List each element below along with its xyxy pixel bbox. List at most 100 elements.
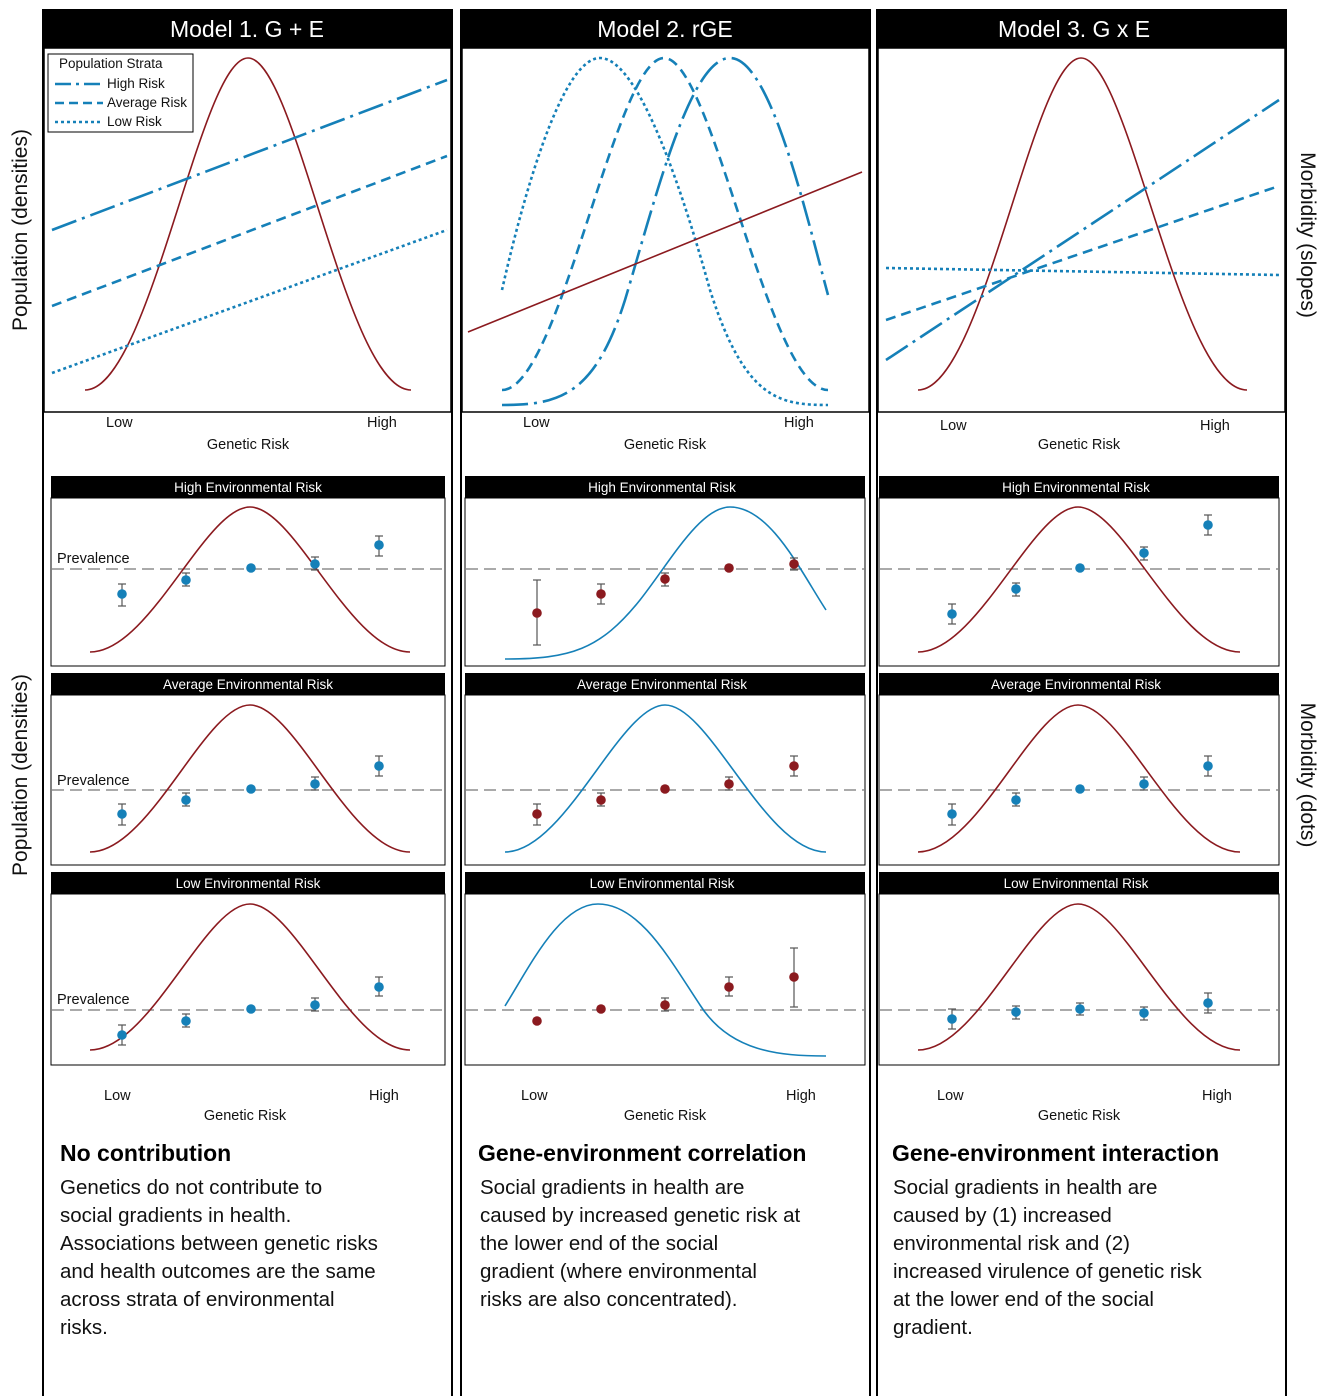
subpanel-header (879, 673, 1279, 695)
subpanel-title: High Environmental Risk (1002, 480, 1150, 495)
morbidity-dots (532, 559, 799, 618)
population-density-curve (504, 506, 827, 660)
low-risk-line (51, 228, 448, 375)
x-high-label: High (369, 1088, 399, 1104)
legend: Population Strata High Risk Average Risk… (47, 53, 194, 133)
column-header (877, 10, 1286, 48)
morbidity-dots (117, 761, 384, 819)
svg-text:risks.: risks. (60, 1316, 108, 1339)
subpanel-title: High Environmental Risk (174, 480, 322, 495)
population-density-curve (504, 704, 827, 853)
model-heading: No contribution (60, 1140, 231, 1166)
x-axis-title: Genetic Risk (624, 437, 707, 453)
svg-text:Associations between genetic r: Associations between genetic risks (60, 1232, 378, 1255)
x-axis-title: Genetic Risk (1038, 1108, 1121, 1124)
model-description: Social gradients in health are caused by… (480, 1176, 801, 1311)
x-high-label: High (1200, 418, 1230, 434)
x-low-label: Low (104, 1088, 131, 1104)
legend-average-label: Average Risk (107, 95, 187, 110)
error-bars (533, 755, 798, 826)
morbidity-slope-line (467, 171, 863, 333)
morbidity-dots (532, 761, 799, 819)
error-bars (533, 557, 798, 646)
population-density-curve (89, 704, 411, 853)
svg-text:increased virulence of genetic: increased virulence of genetic risk (893, 1260, 1203, 1283)
subpanel-title: Average Environmental Risk (577, 677, 747, 692)
error-bars (118, 976, 383, 1046)
subpanel-frame (878, 694, 1280, 866)
model-description: Social gradients in health are caused by… (893, 1176, 1203, 1339)
subpanel-title: Low Environmental Risk (176, 876, 321, 891)
column-model-3: Model 3. G x E Low High Genetic Risk Hig… (876, 9, 1287, 1396)
population-density-curve (84, 57, 412, 391)
left-axis-label-bottom: Population (densities) (9, 674, 32, 876)
x-low-label: Low (521, 1088, 548, 1104)
svg-text:risks are also concentrated).: risks are also concentrated). (480, 1288, 738, 1311)
low-risk-line (885, 266, 1280, 277)
population-density-curve (89, 506, 411, 653)
subpanel-title: High Environmental Risk (588, 480, 736, 495)
legend-low-label: Low Risk (107, 114, 162, 129)
svg-text:at the lower end of the social: at the lower end of the social (893, 1288, 1154, 1311)
high-risk-line (885, 98, 1280, 362)
high-risk-density-curve (501, 56, 830, 407)
average-risk-density-curve (501, 56, 829, 392)
subpanel-frame (464, 893, 866, 1066)
subpanel-header (465, 673, 865, 695)
subpanel-header (879, 476, 1279, 498)
average-risk-line (885, 184, 1280, 322)
model-heading: Gene-environment interaction (892, 1140, 1219, 1166)
population-density-curve (917, 506, 1241, 653)
subpanel-frame (50, 694, 446, 866)
column-title: Model 2. rGE (597, 16, 733, 42)
population-density-curve (504, 903, 827, 1057)
top-plot-frame (43, 47, 452, 413)
column-model-1: Model 1. G + E Population Strata High Ri… (42, 9, 453, 1396)
legend-title: Population Strata (59, 56, 163, 71)
model-heading: Gene-environment correlation (478, 1140, 806, 1166)
x-axis-title: Genetic Risk (1038, 437, 1121, 453)
column-model-2: Model 2. rGE Low High Genetic Risk High … (460, 9, 871, 1396)
prevalence-label: Prevalence (57, 992, 130, 1008)
svg-text:gradient (where environmental: gradient (where environmental (480, 1260, 757, 1283)
x-low-label: Low (937, 1088, 964, 1104)
subpanel-header (465, 476, 865, 498)
legend-high-label: High Risk (107, 76, 165, 91)
population-density-curve (89, 903, 411, 1051)
x-high-label: High (1202, 1088, 1232, 1104)
morbidity-dots (117, 540, 384, 599)
prevalence-label: Prevalence (57, 773, 130, 789)
population-density-curve (917, 903, 1241, 1051)
svg-text:gradient.: gradient. (893, 1316, 973, 1339)
svg-text:across strata of environmental: across strata of environmental (60, 1288, 335, 1311)
svg-text:caused by increased genetic ri: caused by increased genetic risk at (480, 1204, 801, 1227)
x-axis-title: Genetic Risk (624, 1108, 707, 1124)
subpanel-header (465, 872, 865, 894)
subpanel-frame (464, 497, 866, 667)
model-description: Genetics do not contribute to social gra… (60, 1176, 378, 1339)
top-plot-frame (877, 47, 1286, 413)
x-high-label: High (784, 415, 814, 431)
population-density-curve (917, 57, 1248, 391)
prevalence-label: Prevalence (57, 551, 130, 567)
morbidity-dots (532, 972, 799, 1026)
column-header (43, 10, 452, 48)
svg-text:Social gradients in health are: Social gradients in health are (893, 1176, 1157, 1199)
subpanel-title: Average Environmental Risk (991, 677, 1161, 692)
right-axis-label-bottom: Morbidity (dots) (1296, 703, 1319, 848)
subpanel-frame (50, 497, 446, 667)
svg-text:Genetics do not contribute to: Genetics do not contribute to (60, 1176, 322, 1199)
x-low-label: Low (523, 415, 550, 431)
x-high-label: High (367, 415, 397, 431)
high-risk-line (51, 78, 448, 232)
subpanel-frame (464, 694, 866, 866)
x-axis-title: Genetic Risk (207, 437, 290, 453)
legend-box (47, 53, 194, 133)
subpanel-frame (878, 497, 1280, 667)
average-risk-line (51, 154, 448, 308)
svg-text:social gradients in health.: social gradients in health. (60, 1204, 291, 1227)
subpanel-header (879, 872, 1279, 894)
population-density-curve (917, 704, 1241, 853)
svg-text:Social gradients in health are: Social gradients in health are (480, 1176, 744, 1199)
